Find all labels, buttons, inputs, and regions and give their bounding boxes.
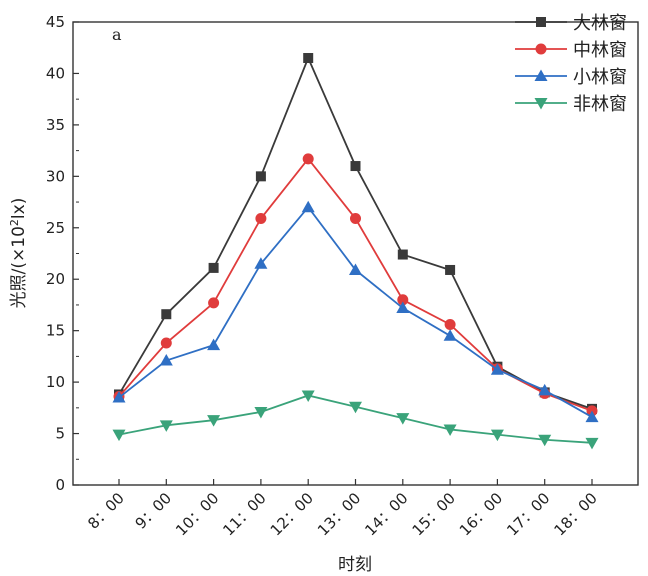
data-point	[301, 390, 315, 402]
legend-label: 小林窗	[573, 67, 627, 88]
x-tick-label: 14：00	[361, 489, 411, 539]
series-3	[112, 200, 599, 423]
y-axis-title-sup: 2	[8, 219, 21, 226]
legend-marker	[534, 98, 548, 110]
data-point	[396, 413, 410, 425]
data-point	[443, 329, 457, 341]
x-tick-label: 13：00	[314, 489, 364, 539]
legend-item: 非林窗	[515, 94, 627, 115]
data-point	[349, 401, 362, 414]
x-tick-label: 18：00	[550, 489, 600, 539]
data-point	[396, 301, 410, 314]
y-tick-label: 25	[46, 219, 65, 237]
y-tick-label: 20	[46, 270, 65, 288]
data-point	[254, 257, 268, 269]
y-tick-label: 0	[55, 476, 65, 494]
x-tick-label: 11：00	[219, 489, 269, 539]
data-point	[159, 420, 173, 432]
data-point	[444, 318, 456, 330]
data-point	[208, 297, 220, 309]
legend-label: 非林窗	[573, 94, 627, 115]
data-point	[301, 200, 315, 213]
x-tick-label: 9：00	[132, 489, 176, 533]
y-tick-label: 40	[46, 64, 65, 82]
x-tick-label: 10：00	[172, 489, 222, 539]
plot-frame	[72, 21, 639, 486]
data-point	[445, 264, 456, 275]
data-point	[254, 406, 268, 419]
legend-item: 大林窗	[515, 13, 627, 34]
series-2	[113, 153, 598, 417]
x-axis-title: 时刻	[338, 555, 372, 575]
legend-marker	[536, 17, 546, 27]
legend-marker	[534, 69, 548, 81]
series-line	[118, 205, 593, 418]
data-point	[159, 354, 173, 366]
data-point	[255, 213, 267, 225]
y-axis-title-end: lx)	[9, 198, 29, 219]
data-point	[160, 337, 172, 349]
legend-marker	[535, 43, 547, 55]
y-tick-label: 45	[46, 13, 65, 31]
data-point	[207, 415, 221, 427]
y-tick-label: 15	[46, 322, 65, 340]
data-point	[585, 410, 599, 423]
data-point	[207, 338, 221, 351]
legend-item: 小林窗	[515, 67, 627, 88]
data-point	[585, 437, 599, 450]
y-axis-title-main: 光照/(×10	[9, 226, 29, 308]
legend-item: 中林窗	[515, 40, 627, 61]
x-tick-label: 8：00	[84, 489, 128, 533]
x-tick-label: 17：00	[503, 489, 553, 539]
x-axis: 8：00 9：0010：0011：0012：0013：0014：0015：0016…	[84, 479, 601, 539]
data-point	[302, 153, 314, 165]
data-point	[350, 161, 361, 172]
data-point	[490, 429, 504, 442]
data-point	[112, 391, 126, 403]
series-4	[112, 390, 599, 450]
data-point	[255, 171, 266, 182]
y-tick-label: 10	[46, 373, 65, 391]
x-tick-label: 12：00	[267, 489, 317, 539]
data-point	[350, 213, 361, 225]
series-line	[118, 55, 593, 410]
y-axis-title: 光照/(×102lx)	[8, 198, 29, 309]
data-point	[349, 263, 362, 275]
panel-label: a	[112, 25, 122, 44]
y-axis: 0 5 10 15 20 25 30 35 40 45	[46, 13, 79, 494]
y-tick-label: 30	[46, 167, 65, 185]
x-tick-label: 15：00	[409, 489, 459, 539]
data-point	[397, 249, 408, 260]
series-line	[118, 157, 593, 412]
x-tick-label: 16：00	[456, 489, 506, 539]
data-point	[161, 309, 172, 320]
data-point	[538, 383, 552, 396]
series-layer	[112, 53, 599, 450]
y-tick-label: 35	[46, 116, 65, 134]
data-point	[397, 294, 409, 306]
data-point	[443, 424, 457, 436]
legend-label: 大林窗	[573, 13, 627, 34]
legend-label: 中林窗	[573, 40, 627, 61]
data-point	[490, 363, 504, 375]
data-point	[303, 53, 314, 64]
data-point	[112, 429, 126, 442]
data-point	[538, 434, 552, 447]
series-1	[114, 53, 597, 414]
data-point	[208, 262, 219, 273]
y-tick-label: 5	[55, 425, 65, 443]
